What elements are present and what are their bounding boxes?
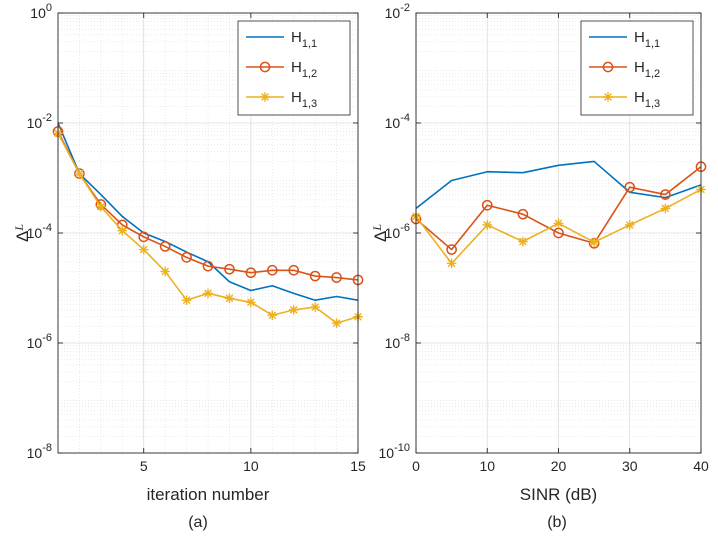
- data-point-1-3: [246, 297, 256, 308]
- legend-label-1-2: H1,2: [634, 59, 660, 80]
- data-point-1-2: [624, 181, 636, 193]
- y-tick-label: 10-4: [27, 222, 52, 241]
- x-tick-label: 30: [622, 458, 638, 474]
- panel-a-x-axis-label: iteration number: [147, 485, 270, 504]
- panel-b-y-axis-label: ΔL: [370, 224, 390, 242]
- data-point-1-3: [553, 218, 564, 229]
- y-tick-label: 10-8: [27, 442, 52, 461]
- data-point-1-3: [660, 203, 671, 214]
- legend-label-1-1: H1,1: [634, 29, 660, 50]
- data-point-1-2: [266, 264, 278, 276]
- data-point-1-2: [138, 231, 150, 243]
- legend-label-1-3: H1,3: [634, 89, 660, 110]
- data-point-1-2: [660, 189, 671, 200]
- legend-marker-1-2: [602, 61, 614, 73]
- legend-marker-1-2: [259, 61, 271, 73]
- data-point-1-2: [446, 244, 457, 255]
- x-tick-label: 15: [350, 458, 366, 474]
- x-tick-label: 20: [551, 458, 567, 474]
- data-point-1-3: [589, 237, 599, 248]
- panel-a-legend: H1,1 H1,2 H1,3: [237, 20, 351, 116]
- data-point-1-2: [181, 252, 192, 263]
- y-tick-label: 10-2: [385, 2, 410, 21]
- legend-marker-1-3: [603, 92, 613, 102]
- data-point-1-3: [310, 302, 320, 312]
- data-point-1-2: [331, 272, 342, 283]
- legend-label-1-1: H1,1: [291, 29, 317, 50]
- y-tick-label: 10-6: [385, 222, 410, 241]
- data-point-1-3: [203, 288, 213, 299]
- data-point-1-3: [288, 305, 299, 315]
- legend-label-1-3: H1,3: [291, 89, 317, 110]
- data-point-1-3: [446, 258, 457, 269]
- panel-a-y-axis-label: ΔL: [12, 224, 32, 242]
- data-point-1-3: [181, 295, 192, 306]
- panel-b-x-axis-label: SINR (dB): [520, 485, 597, 504]
- panel-a: 100 10-2 10-4 10-6 10-8 5 10 15 iteration number…: [12, 2, 366, 504]
- data-point-1-3: [74, 168, 85, 179]
- data-point-1-2: [288, 264, 300, 276]
- data-point-1-3: [331, 318, 342, 328]
- data-point-1-2: [159, 241, 171, 252]
- data-point-1-3: [160, 266, 170, 277]
- data-point-1-3: [96, 201, 106, 212]
- data-point-1-2: [245, 267, 257, 279]
- data-point-1-3: [518, 236, 528, 247]
- caption-a: (a): [188, 514, 208, 531]
- data-point-1-2: [481, 199, 493, 211]
- data-point-1-3: [117, 225, 128, 236]
- legend-marker-1-3: [260, 92, 270, 102]
- data-point-1-2: [309, 270, 321, 282]
- y-tick-label: 10-4: [385, 112, 410, 131]
- y-tick-label: 10-6: [27, 332, 52, 351]
- data-point-1-2: [553, 227, 564, 239]
- data-point-1-3: [267, 310, 278, 321]
- data-point-1-2: [202, 260, 214, 272]
- caption-b: (b): [547, 514, 567, 531]
- legend-label-1-2: H1,2: [291, 59, 317, 80]
- panel-b-legend: H1,1 H1,2 H1,3: [580, 20, 694, 116]
- series-line-1-2: [415, 166, 702, 251]
- x-tick-label: 10: [243, 458, 259, 474]
- x-tick-label: 0: [412, 458, 420, 474]
- y-tick-label: 10-10: [379, 442, 410, 461]
- y-tick-label: 100: [30, 2, 52, 21]
- y-tick-label: 10-8: [385, 332, 410, 351]
- data-point-1-3: [624, 220, 635, 230]
- series-line-1-2: [57, 131, 359, 281]
- data-point-1-2: [224, 263, 235, 275]
- y-tick-label: 10-2: [27, 112, 52, 131]
- panel-b: 10-2 10-4 10-6 10-8 10-100 10 20 30 40 SINR (dB) Δ…: [370, 2, 709, 504]
- series-line-1-1: [415, 160, 702, 210]
- x-tick-label: 40: [693, 458, 709, 474]
- data-point-1-2: [517, 208, 529, 220]
- x-tick-label: 10: [479, 458, 495, 474]
- x-tick-label: 5: [140, 458, 148, 474]
- data-point-1-3: [224, 293, 235, 304]
- data-point-1-3: [482, 220, 493, 230]
- data-point-1-3: [138, 244, 149, 255]
